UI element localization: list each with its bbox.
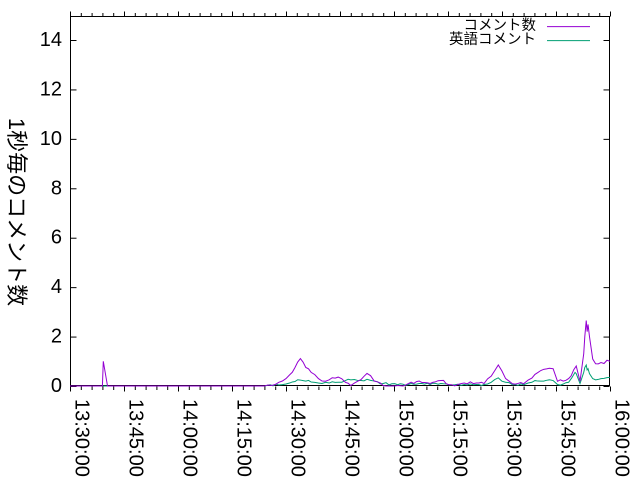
svg-text:10: 10	[40, 128, 62, 150]
svg-text:14:45:00: 14:45:00	[341, 399, 363, 477]
svg-text:14:30:00: 14:30:00	[287, 399, 309, 477]
svg-text:4: 4	[51, 276, 62, 298]
svg-text:15:45:00: 15:45:00	[557, 399, 579, 477]
svg-text:8: 8	[51, 177, 62, 199]
svg-text:15:15:00: 15:15:00	[449, 399, 471, 477]
svg-text:13:45:00: 13:45:00	[125, 399, 147, 477]
svg-text:12: 12	[40, 78, 62, 100]
svg-text:16:00:00: 16:00:00	[611, 399, 633, 477]
svg-text:英語コメント: 英語コメント	[449, 30, 536, 48]
svg-text:0: 0	[51, 375, 62, 397]
svg-text:14: 14	[40, 29, 62, 51]
svg-text:14:15:00: 14:15:00	[233, 399, 255, 477]
svg-text:14:00:00: 14:00:00	[179, 399, 201, 477]
svg-text:2: 2	[51, 326, 62, 348]
svg-text:13:30:00: 13:30:00	[71, 399, 93, 477]
svg-text:15:30:00: 15:30:00	[503, 399, 525, 477]
svg-text:1秒毎のコメント数: 1秒毎のコメント数	[4, 118, 29, 306]
svg-text:6: 6	[51, 227, 62, 249]
svg-text:15:00:00: 15:00:00	[395, 399, 417, 477]
